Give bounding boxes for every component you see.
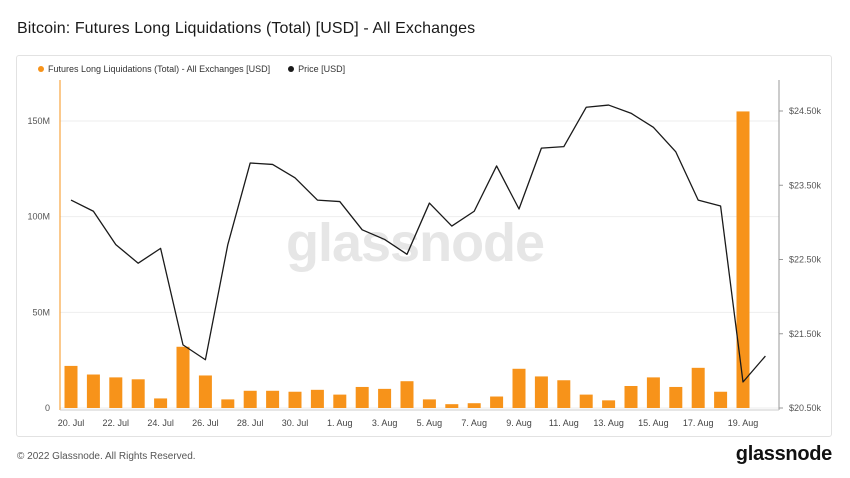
y-left-tick-label: 50M: [32, 307, 50, 317]
x-tick-label: 22. Jul: [103, 418, 130, 428]
y-right-tick-label: $21.50k: [789, 329, 822, 339]
x-tick-label: 19. Aug: [728, 418, 759, 428]
bar: [467, 403, 481, 408]
y-left-tick-label: 150M: [27, 116, 50, 126]
x-tick-label: 5. Aug: [417, 418, 443, 428]
bar: [422, 399, 436, 408]
x-tick-label: 7. Aug: [461, 418, 487, 428]
y-right-tick-label: $23.50k: [789, 180, 822, 190]
x-tick-label: 28. Jul: [237, 418, 264, 428]
legend: Futures Long Liquidations (Total) - All …: [38, 64, 345, 74]
bar: [624, 385, 638, 408]
copyright-footer: © 2022 Glassnode. All Rights Reserved.: [17, 451, 196, 462]
bar: [333, 394, 347, 408]
x-tick-label: 17. Aug: [683, 418, 714, 428]
bar: [154, 398, 168, 408]
x-tick-label: 1. Aug: [327, 418, 353, 428]
bar: [400, 381, 414, 408]
x-tick-label: 3. Aug: [372, 418, 398, 428]
bar: [490, 396, 504, 408]
x-tick-label: 26. Jul: [192, 418, 219, 428]
bar: [86, 374, 100, 408]
legend-dot-liquidations: [38, 66, 44, 72]
bar: [512, 368, 526, 408]
bar: [310, 389, 324, 408]
x-tick-label: 15. Aug: [638, 418, 669, 428]
bar: [198, 375, 212, 408]
y-right-tick-label: $20.50k: [789, 403, 822, 413]
page-title: Bitcoin: Futures Long Liquidations (Tota…: [17, 20, 476, 37]
price-line: [70, 104, 766, 383]
legend-dot-price: [288, 66, 295, 72]
y-right-tick-label: $22.50k: [789, 255, 822, 265]
legend-label-liquidations: Futures Long Liquidations (Total) - All …: [48, 64, 271, 74]
bar: [221, 399, 235, 408]
y-left-tick-label: 100M: [27, 212, 50, 222]
bar: [64, 365, 78, 408]
bar: [736, 111, 750, 408]
brand-logo[interactable]: glassnode: [735, 443, 833, 465]
x-tick-label: 30. Jul: [282, 418, 309, 428]
bar: [646, 377, 660, 408]
x-tick-label: 13. Aug: [593, 418, 624, 428]
bar: [243, 390, 257, 408]
bar: [131, 379, 145, 408]
x-tick-label: 11. Aug: [549, 418, 579, 428]
bar: [691, 367, 705, 408]
y-right-tick-label: $24.50k: [789, 106, 822, 116]
y-left-tick-label: 0: [45, 403, 50, 413]
bar: [378, 388, 392, 408]
bar: [445, 404, 459, 408]
bar: [355, 386, 369, 408]
legend-label-price: Price [USD]: [298, 64, 346, 74]
bar: [176, 346, 190, 408]
bar: [266, 390, 280, 408]
x-tick-label: 20. Jul: [58, 418, 85, 428]
bar: [557, 380, 571, 408]
bar: [714, 391, 728, 408]
legend-item-liquidations[interactable]: Futures Long Liquidations (Total) - All …: [38, 64, 270, 74]
bar: [288, 391, 302, 408]
x-tick-label: 9. Aug: [506, 418, 532, 428]
bar: [669, 386, 683, 408]
bar: [602, 400, 616, 408]
x-tick-label: 24. Jul: [147, 418, 174, 428]
bar: [579, 394, 593, 408]
bar: [109, 377, 123, 408]
bar: [534, 376, 548, 408]
chart-card: [16, 55, 832, 437]
legend-item-price[interactable]: Price [USD]: [288, 64, 345, 74]
